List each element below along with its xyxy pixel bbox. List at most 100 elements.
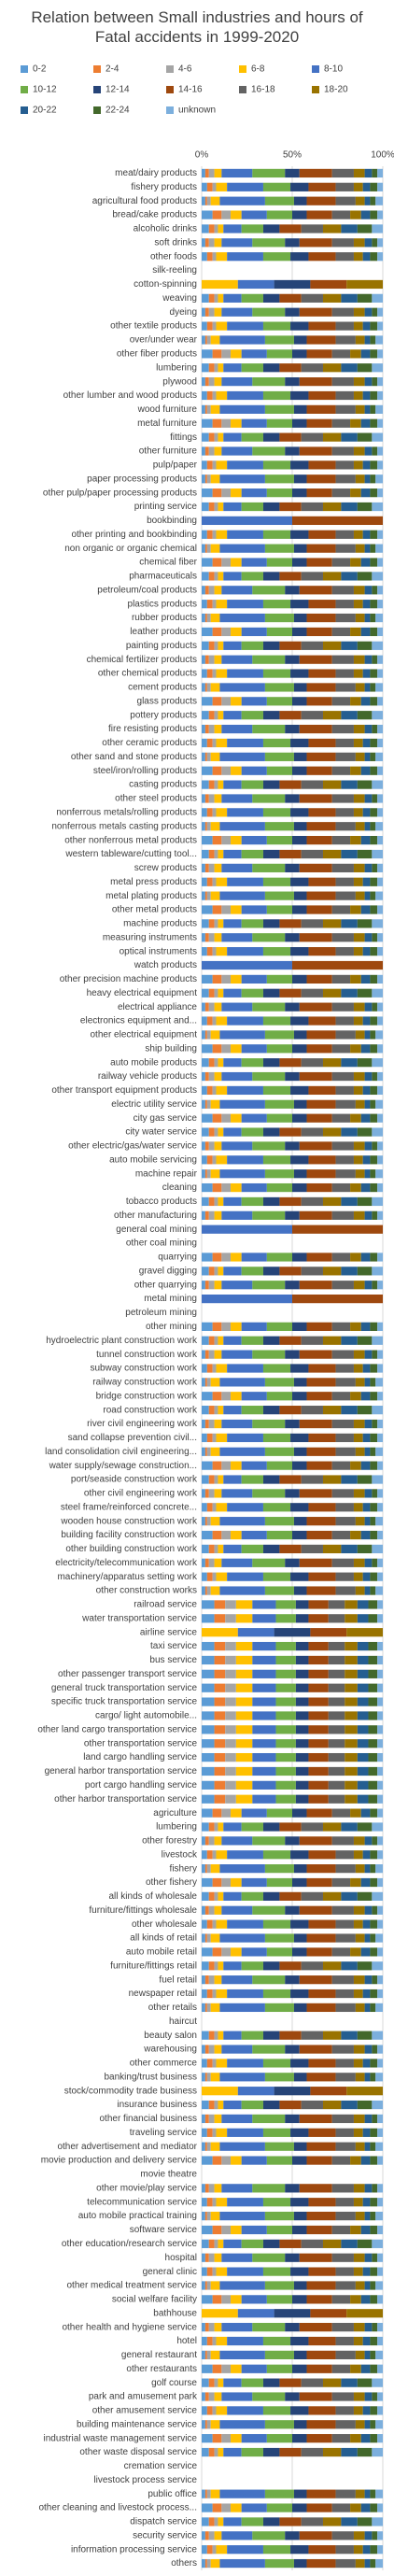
bar-segment	[372, 1489, 378, 1498]
bar-segment	[377, 1655, 383, 1665]
bar-segment	[204, 891, 207, 900]
bar-segment	[208, 502, 215, 512]
bar-segment	[370, 1155, 378, 1165]
bar-segment	[202, 363, 209, 373]
bar-segment	[252, 2114, 286, 2124]
bar-segment	[299, 1281, 332, 1290]
bar-segment	[252, 1697, 276, 1706]
bar-segment	[221, 905, 232, 914]
bar-segment	[241, 1182, 267, 1193]
bar-segment	[368, 1669, 378, 1678]
bar-segment	[252, 168, 286, 178]
bar-segment	[262, 1961, 280, 1971]
bar-segment	[241, 210, 267, 219]
bar-segment	[206, 404, 211, 414]
bar-segment	[331, 627, 351, 637]
bar-segment	[290, 877, 309, 886]
bar-segment	[218, 1544, 224, 1554]
y-tick-label: heavy electrical equipment	[87, 988, 198, 998]
bar-segment	[285, 1281, 300, 1290]
bar-segment	[370, 2198, 378, 2207]
bar-segment	[202, 2225, 213, 2235]
bar-segment	[375, 2350, 383, 2359]
bar-segment	[202, 974, 213, 984]
bar-segment	[353, 2545, 363, 2555]
bar-segment	[293, 1378, 307, 1387]
bar-segment	[308, 252, 336, 262]
bar-segment	[252, 1071, 286, 1082]
bar-segment	[210, 1099, 220, 1109]
bar-segment	[353, 460, 363, 470]
y-tick-label: banking/trust business	[104, 2072, 197, 2082]
bar-segment	[331, 349, 351, 359]
bar-segment	[368, 1614, 378, 1623]
bar-segment	[364, 1558, 373, 1567]
bar-segment	[335, 530, 354, 539]
bar-segment	[214, 377, 222, 387]
bar-segment	[370, 1461, 378, 1470]
bar-segment	[331, 2295, 351, 2304]
bar-segment	[214, 711, 218, 720]
bar-segment	[262, 2239, 280, 2248]
bar-segment	[241, 1544, 263, 1554]
bar-segment	[308, 877, 336, 886]
bar-segment	[335, 877, 354, 886]
bar-segment	[292, 2364, 307, 2373]
bar-segment	[322, 1891, 342, 1901]
y-tick-label: warehousing	[143, 2045, 197, 2055]
bar-segment	[202, 1489, 205, 1498]
bar-segment	[235, 1697, 253, 1706]
bar-segment	[252, 724, 286, 734]
bar-segment	[241, 1392, 267, 1401]
bar-segment	[299, 724, 332, 734]
bar-segment	[241, 1336, 263, 1345]
bar-segment	[204, 863, 209, 872]
bar-segment	[202, 1739, 215, 1748]
bar-segment	[214, 2517, 218, 2526]
bar-segment	[227, 600, 263, 609]
bar-segment	[360, 488, 371, 498]
bar-segment	[299, 2531, 332, 2541]
y-tick-label: furniture/fittings retail	[110, 1960, 197, 1971]
bar-segment	[357, 1127, 373, 1137]
bar-segment	[364, 2558, 371, 2569]
bar-segment	[322, 1822, 342, 1832]
bar-segment	[202, 905, 213, 914]
bar-segment	[227, 321, 263, 331]
bar-segment	[266, 627, 292, 637]
bar-segment	[370, 1253, 378, 1262]
bar-segment	[370, 1113, 378, 1123]
bar-segment	[306, 2503, 332, 2512]
bar-segment	[274, 279, 311, 290]
bar-segment	[285, 1975, 300, 1985]
bar-segment	[241, 1808, 267, 1818]
bar-segment	[335, 2211, 356, 2221]
bar-segment	[292, 1947, 307, 1957]
bar-segment	[293, 2211, 307, 2221]
bar-segment	[202, 1725, 215, 1734]
bar-segment	[262, 224, 280, 234]
bar-segment	[299, 1558, 332, 1567]
bar-segment	[308, 530, 336, 539]
bar-segment	[292, 210, 307, 219]
bar-segment	[214, 224, 218, 234]
bar-segment	[212, 697, 222, 706]
bar-segment	[262, 363, 280, 373]
bar-segment	[210, 1447, 220, 1456]
bar-segment	[308, 182, 336, 191]
bar-segment	[306, 627, 332, 637]
y-tick-label: agriculture	[153, 1808, 197, 1819]
bar-segment	[218, 2517, 224, 2526]
bar-segment	[214, 2045, 222, 2054]
bar-segment	[364, 2045, 373, 2054]
bar-segment	[372, 1544, 383, 1554]
bar-segment	[202, 1836, 205, 1846]
bar-segment	[299, 2184, 332, 2193]
bar-segment	[372, 1419, 378, 1429]
bar-segment	[202, 2336, 207, 2346]
bar-segment	[225, 1752, 236, 1762]
bar-segment	[372, 502, 383, 512]
y-tick-label: other passenger transport service	[58, 1669, 197, 1679]
bar-segment	[202, 1406, 209, 1415]
